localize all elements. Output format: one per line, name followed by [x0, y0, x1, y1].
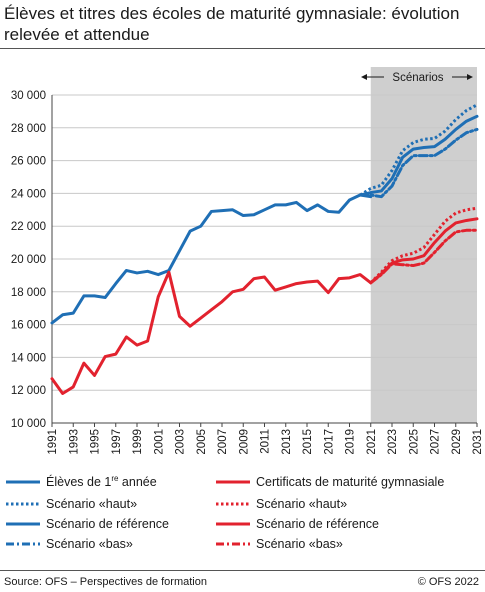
- legend-item-blue-ref: Scénario de référence: [6, 514, 169, 534]
- x-tick-label: 2015: [302, 429, 314, 455]
- legend-swatch-blue-ref: [6, 522, 40, 526]
- legend-label-blue-haut: Scénario «haut»: [46, 497, 138, 511]
- legend-swatch-red-ref: [216, 522, 250, 526]
- legend-item-eleves: Élèves de 1re année: [6, 472, 157, 492]
- series-line-red-dotted-5: [369, 206, 478, 284]
- x-tick-label: 2019: [345, 429, 357, 455]
- legend-label-red-haut: Scénario «haut»: [256, 497, 348, 511]
- series-line-blue-solid-0: [50, 193, 373, 325]
- x-tick-label: 1991: [47, 429, 59, 455]
- source-note: Source: OFS – Perspectives de formation: [4, 576, 207, 588]
- line-chart: 10 000 12 000 14 000 16 000 18 000 20 000 22 0…: [11, 67, 484, 455]
- series-line-blue-dashdot-3: [358, 127, 479, 199]
- legend-label-eleves: Élèves de 1re année: [46, 474, 157, 490]
- y-tick-label: 14 000: [11, 352, 46, 364]
- y-tick-label: 20 000: [11, 254, 46, 266]
- series-line-blue-dotted-1: [359, 103, 478, 197]
- y-tick-label: 24 000: [11, 188, 46, 200]
- title-divider: [0, 48, 485, 49]
- copyright-note: © OFS 2022: [417, 576, 479, 588]
- x-tick-label: 2029: [451, 429, 463, 455]
- legend-label-certificats: Certificats de maturité gymnasiale: [256, 475, 445, 489]
- scenario-shading: [370, 67, 477, 423]
- y-tick-label: 30 000: [11, 90, 46, 102]
- x-tick-label: 2031: [472, 429, 484, 455]
- y-tick-label: 18 000: [11, 287, 46, 299]
- scenario-arrowhead-left: [361, 74, 367, 80]
- x-tick-label: 1999: [132, 429, 144, 455]
- legend-item-blue-bas: Scénario «bas»: [6, 534, 133, 554]
- legend-label-blue-ref: Scénario de référence: [46, 517, 169, 531]
- legend-swatch-blue-dashdot: [6, 542, 40, 546]
- x-tick-label: 2013: [281, 429, 293, 455]
- y-tick-label: 16 000: [11, 320, 46, 332]
- x-tick-label: 1993: [68, 429, 80, 455]
- y-tick-label: 10 000: [11, 418, 46, 430]
- footer-divider: [0, 570, 485, 571]
- x-tick-label: 1997: [111, 429, 123, 455]
- y-tick-label: 12 000: [11, 385, 46, 397]
- x-tick-label: 2001: [153, 429, 165, 455]
- x-tick-label: 2007: [217, 429, 229, 455]
- scenario-arrowhead-right: [467, 74, 473, 80]
- legend-swatch-blue-solid: [6, 480, 40, 484]
- x-tick-label: 1995: [90, 429, 102, 455]
- legend-label-red-bas: Scénario «bas»: [256, 537, 343, 551]
- legend-item-certificats: Certificats de maturité gymnasiale: [216, 472, 444, 492]
- legend-label-red-ref: Scénario de référence: [256, 517, 379, 531]
- x-tick-label: 2023: [387, 429, 399, 455]
- legend-swatch-blue-dotted: [6, 502, 40, 506]
- legend-swatch-red-solid: [216, 480, 250, 484]
- legend-item-blue-haut: Scénario «haut»: [6, 494, 137, 514]
- x-tick-label: 2011: [260, 429, 272, 454]
- x-tick-label: 2009: [238, 429, 250, 455]
- x-tick-label: 2017: [323, 429, 335, 455]
- legend-label-blue-bas: Scénario «bas»: [46, 537, 133, 551]
- chart-title: Élèves et titres des écoles de maturité …: [4, 4, 460, 44]
- y-tick-label: 22 000: [11, 221, 46, 233]
- scenario-label: Scénarios: [392, 72, 443, 84]
- y-tick-label: 28 000: [11, 123, 46, 135]
- x-tick-label: 2021: [366, 429, 378, 455]
- legend-swatch-red-dotted: [216, 502, 250, 506]
- x-tick-label: 2027: [430, 429, 442, 455]
- legend-item-red-ref: Scénario de référence: [216, 514, 379, 534]
- x-tick-label: 2005: [196, 429, 208, 455]
- legend: Élèves de 1re année Scénario «haut» Scén…: [0, 472, 485, 572]
- y-tick-label: 26 000: [11, 156, 46, 168]
- series-line-blue-solid-2: [358, 114, 479, 197]
- legend-item-red-haut: Scénario «haut»: [216, 494, 347, 514]
- legend-swatch-red-dashdot: [216, 542, 250, 546]
- series-line-red-solid-4: [50, 270, 373, 395]
- x-tick-label: 2003: [175, 429, 187, 455]
- x-tick-label: 2025: [408, 429, 420, 455]
- legend-item-red-bas: Scénario «bas»: [216, 534, 343, 554]
- series-line-red-dashdot-7: [369, 228, 479, 285]
